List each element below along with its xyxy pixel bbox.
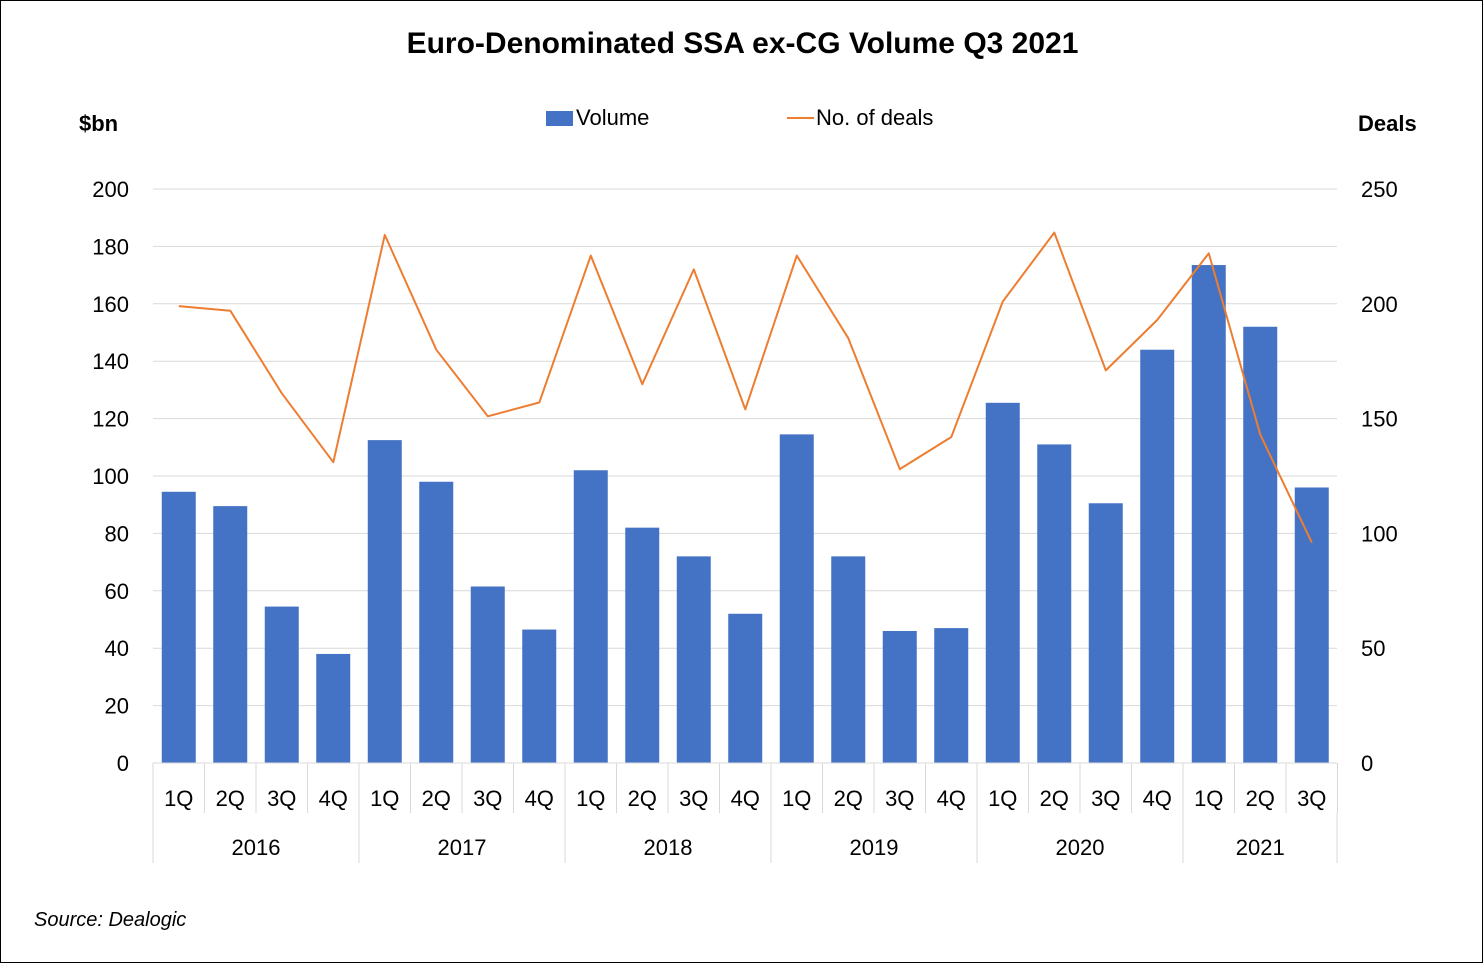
y2-tick-label: 100 [1361,521,1398,546]
bar [264,606,299,763]
y-tick-label: 60 [105,579,129,604]
x-tick-label: 1Q [164,786,193,811]
legend-label-volume: Volume [576,105,650,130]
y-tick-label: 200 [92,177,129,202]
y-tick-label: 160 [92,292,129,317]
x-tick-label: 4Q [731,786,760,811]
legend-item-deals: No. of deals [787,101,933,135]
x-tick-label: 2Q [628,786,657,811]
x-tick-label: 1Q [782,786,811,811]
legend-label-deals: No. of deals [816,105,934,130]
x-tick-label: 2Q [834,786,863,811]
x-tick-label: 1Q [370,786,399,811]
y-tick-label: 120 [92,407,129,432]
bar [882,630,917,763]
legend: Volume No. of deals [1,101,1483,135]
x-tick-label: 4Q [937,786,966,811]
bar [1140,349,1175,763]
group-label: 2020 [1056,835,1105,860]
bar [934,628,969,763]
y-tick-label: 80 [105,521,129,546]
y-tick-label: 20 [105,694,129,719]
x-tick-label: 3Q [1297,786,1326,811]
legend-swatch-volume [546,110,573,126]
x-tick-label: 3Q [885,786,914,811]
x-tick-label: 2Q [216,786,245,811]
bar [316,653,351,763]
x-tick-label: 2Q [1246,786,1275,811]
x-tick-label: 1Q [988,786,1017,811]
bar [1294,487,1329,763]
y-tick-label: 140 [92,349,129,374]
bar [676,556,711,763]
left-axis-title: $bn [79,111,119,136]
x-tick-label: 1Q [576,786,605,811]
x-tick-label: 4Q [1143,786,1172,811]
right-axis-title: Deals [1358,111,1417,136]
bar [470,586,505,763]
x-tick-label: 3Q [679,786,708,811]
y-tick-label: 0 [117,751,129,776]
x-tick-label: 4Q [525,786,554,811]
x-tick-label: 1Q [1194,786,1223,811]
deals-line [178,231,1313,544]
x-tick-label: 2Q [1040,786,1069,811]
y2-tick-label: 250 [1361,177,1398,202]
bar [1191,265,1226,763]
x-tick-label: 3Q [1091,786,1120,811]
source-note: Source: Dealogic [34,909,187,931]
group-label: 2019 [850,835,899,860]
bar [522,629,557,763]
bar [161,491,196,763]
bar [573,470,608,763]
group-label: 2021 [1236,835,1285,860]
chart-title: Euro-Denominated SSA ex-CG Volume Q3 202… [406,27,1079,60]
bar [831,556,866,763]
bar [419,481,454,763]
y-tick-label: 100 [92,464,129,489]
group-label: 2017 [438,835,487,860]
y-tick-label: 40 [105,636,129,661]
bar [1088,503,1123,763]
x-tick-label: 3Q [267,786,296,811]
bar [728,613,763,763]
y2-tick-label: 150 [1361,407,1398,432]
legend-item-volume: Volume [546,101,649,135]
bar [1037,444,1072,763]
bar [1243,326,1278,763]
y2-tick-label: 0 [1361,751,1373,776]
bar [985,402,1020,763]
bar [625,527,660,763]
y2-tick-label: 50 [1361,636,1385,661]
y2-tick-label: 200 [1361,292,1398,317]
x-tick-label: 3Q [473,786,502,811]
bar [213,506,248,763]
y-tick-label: 180 [92,234,129,259]
group-label: 2018 [644,835,693,860]
bar [367,440,402,763]
group-label: 2016 [232,835,281,860]
x-tick-label: 2Q [422,786,451,811]
legend-swatch-deals [787,117,814,119]
x-tick-label: 4Q [319,786,348,811]
bar [779,434,814,763]
